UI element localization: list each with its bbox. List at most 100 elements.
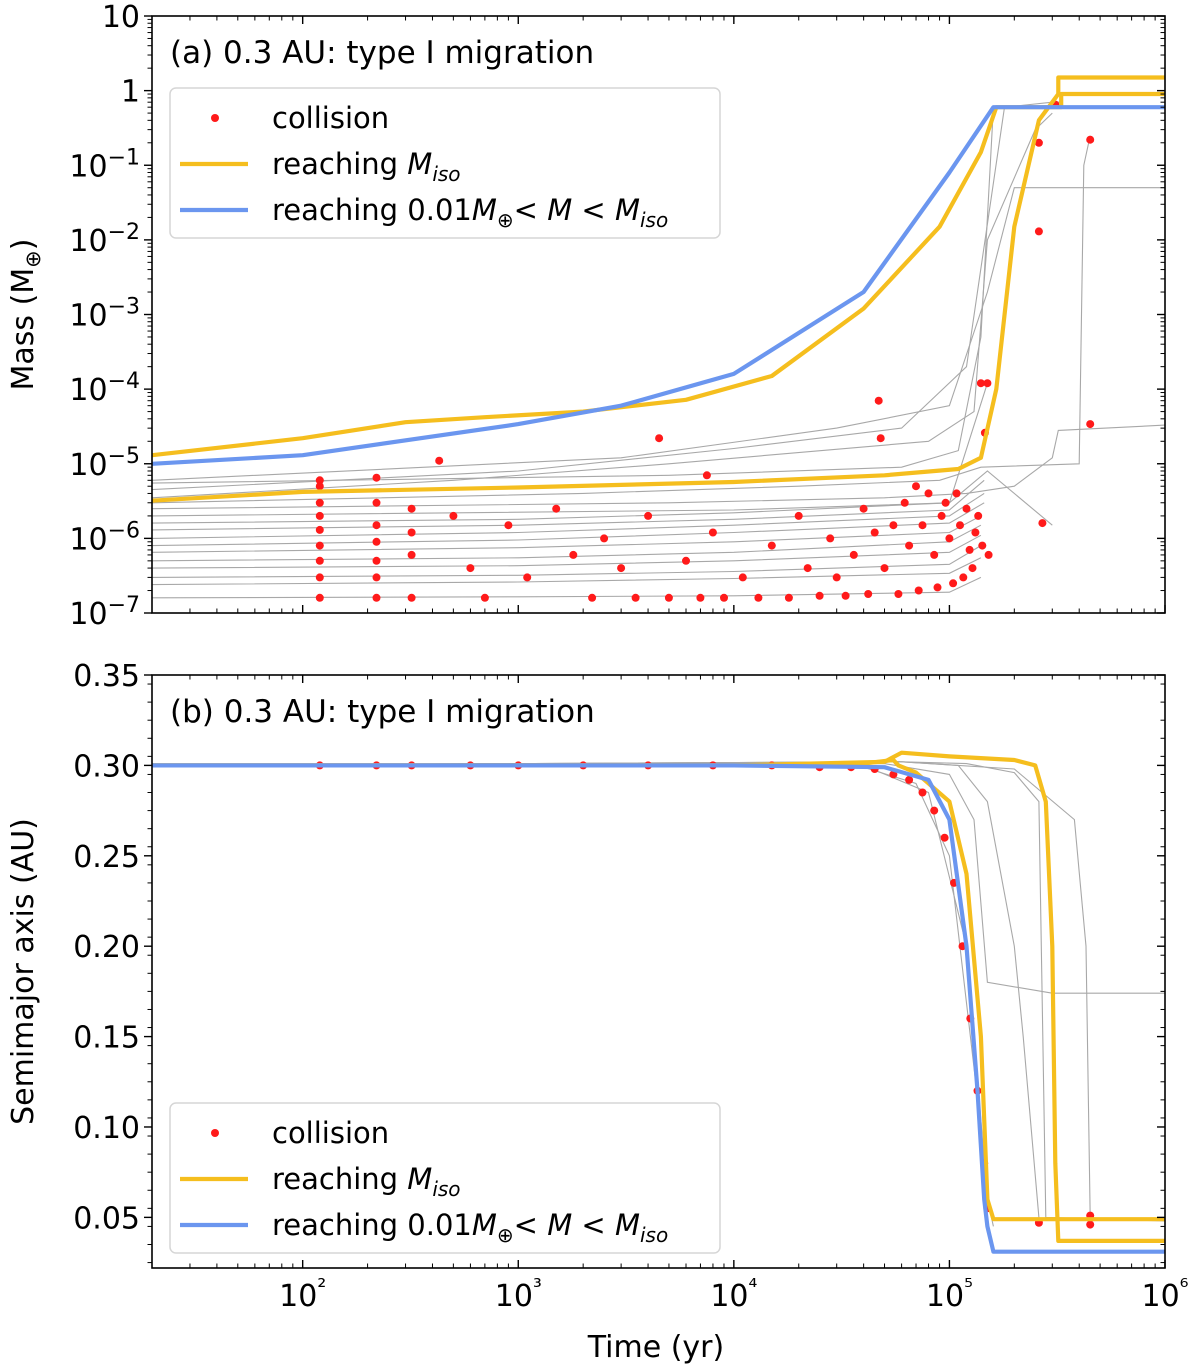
collision-marker [870,528,879,537]
legend-text-part: < [514,193,548,227]
collision-marker [874,396,883,405]
y-tick-exponent: −5 [108,444,140,469]
y-tick-base: 10 [69,299,107,334]
y-tick-label: 0.25 [73,840,140,875]
collision-marker [864,590,873,598]
collision-marker [600,534,609,543]
collision-marker [841,591,850,600]
collision-marker [1034,227,1043,236]
y-tick-label: 10−7 [69,593,140,632]
collision-marker [876,434,885,443]
legend-collision-marker [211,114,219,122]
collision-marker [794,511,803,520]
collision-marker [372,556,381,565]
collision-marker [315,556,324,565]
collision-marker [930,550,939,559]
y-tick-label: 10 [102,0,140,35]
legend-subscript-iso: iso [640,1223,668,1247]
collision-marker [682,556,690,565]
legend-text-part: < [514,1208,548,1242]
legend-italic-m: M [472,193,497,227]
background-track-line [152,424,1165,510]
legend-subscript-iso: iso [640,208,668,232]
y-tick-base: 10 [69,597,107,632]
reaching-partial-mass-line [152,763,1165,1254]
collision-marker [696,593,705,602]
y-tick-base: 10 [69,448,107,483]
x-tick-base: 10 [710,1279,748,1314]
legend-entry-label: reaching Miso [272,147,461,186]
x-tick-base: 10 [1141,1279,1179,1314]
x-tick-label: 10⁵ [926,1275,973,1314]
collision-marker [767,541,776,550]
collision-marker [1034,138,1043,147]
legend-entry-label: collision [272,1116,389,1150]
collision-marker [905,541,914,550]
background-track-line [152,101,1062,491]
y-tick-label: 10−4 [69,369,140,408]
y-tick-base: 10 [69,373,107,408]
collision-marker [631,593,640,602]
background-track-line [152,383,988,524]
collision-marker [644,511,653,520]
reaching-partial-mass-line [152,105,1165,466]
plot-area [152,750,1165,1254]
y-tick-base: 10 [69,224,107,259]
collision-marker [962,504,971,513]
collision-marker [894,590,903,598]
collision-marker [918,521,927,530]
collision-marker [971,528,980,537]
collision-marker [664,593,673,602]
background-track-line [152,576,982,599]
x-tick-base: 10 [279,1279,317,1314]
collision-marker [937,511,946,520]
collision-marker [315,525,324,534]
collision-marker [968,564,977,573]
collision-marker [965,545,974,554]
collision-marker [504,521,513,530]
legend-frame [169,87,721,239]
legend-text-part: reaching 0.01 [272,193,472,227]
collision-marker [738,573,747,582]
collision-marker [588,593,597,602]
legend-italic-m: M [547,1208,572,1242]
x-tick-exponent: ² [317,1275,326,1300]
collision-marker [859,504,868,513]
background-track-line [152,557,982,586]
collision-marker [803,564,812,573]
collision-marker [930,806,939,815]
collision-marker [315,498,324,507]
legend-italic-m: M [547,193,572,227]
legend-text-part: < [572,193,615,227]
y-tick-label: 0.05 [73,1201,140,1236]
y-tick-base: 10 [102,0,140,35]
collision-marker [974,511,983,520]
collision-marker [978,541,987,550]
collision-marker [918,788,927,797]
collision-marker [569,550,578,559]
collision-marker [945,534,954,543]
background-track-line [152,112,1053,499]
x-tick-exponent: ⁴ [749,1275,758,1300]
y-tick-label: 10−1 [69,145,140,184]
y-label-text: Mass (M [6,268,41,391]
collision-marker [815,591,824,600]
collision-marker [315,482,324,491]
legend-entry-label: collision [272,101,389,135]
y-tick-base: 1 [121,75,140,110]
collision-marker [1086,135,1095,144]
collision-marker [552,504,561,513]
collision-marker [372,498,381,507]
collision-marker [940,833,949,842]
legend-subscript-earth: ⊕ [497,1223,514,1247]
y-tick-label: 10−5 [69,444,140,483]
collision-marker [372,473,381,482]
legend-frame [169,1102,721,1254]
y-tick-base: 10 [69,522,107,557]
collision-marker [905,775,914,784]
x-tick-label: 10⁶ [1141,1275,1188,1314]
legend-text-part: reaching [272,147,407,181]
x-tick-label: 10² [279,1275,326,1314]
